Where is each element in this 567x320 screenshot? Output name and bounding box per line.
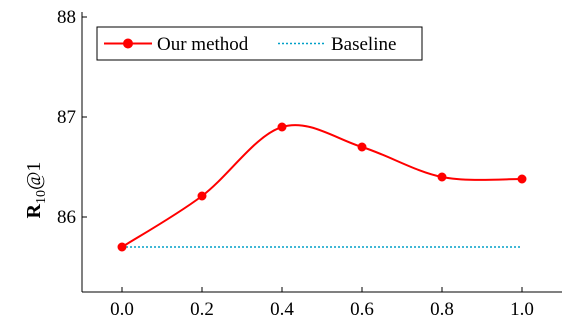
legend: Our method Baseline (96, 26, 423, 61)
x-tick-label: 0.4 (270, 299, 294, 320)
y-tick-label: 86 (57, 207, 76, 228)
x-tick-label: 1.0 (510, 299, 534, 320)
x-tick-label: 0.0 (110, 299, 134, 320)
y-tick-label: 88 (57, 7, 76, 28)
y-axis-label: R10@1 (23, 162, 49, 219)
y-tick-label: 87 (57, 107, 76, 128)
data-point-our-method (517, 174, 527, 184)
data-point-our-method (437, 172, 447, 182)
data-point-our-method (117, 242, 127, 252)
series-line-our-method (121, 124, 523, 248)
legend-label-baseline: Baseline (331, 34, 396, 55)
y-axis-label-subscript: 10 (34, 190, 49, 204)
data-point-our-method (277, 122, 287, 132)
data-point-our-method (197, 191, 207, 201)
plot-area (117, 122, 527, 252)
y-axis-label-main: R (23, 203, 45, 218)
legend-label-our-method: Our method (157, 34, 249, 55)
axis-ticks: 0.0 0.2 0.4 0.6 0.8 1.0 86 87 88 (57, 7, 534, 320)
legend-marker-our-method (123, 38, 133, 49)
x-tick-label: 0.8 (430, 299, 454, 320)
y-axis-label-tail: @1 (23, 162, 45, 190)
data-point-our-method (357, 142, 367, 152)
x-tick-label: 0.2 (190, 299, 214, 320)
x-tick-label: 0.6 (350, 299, 374, 320)
